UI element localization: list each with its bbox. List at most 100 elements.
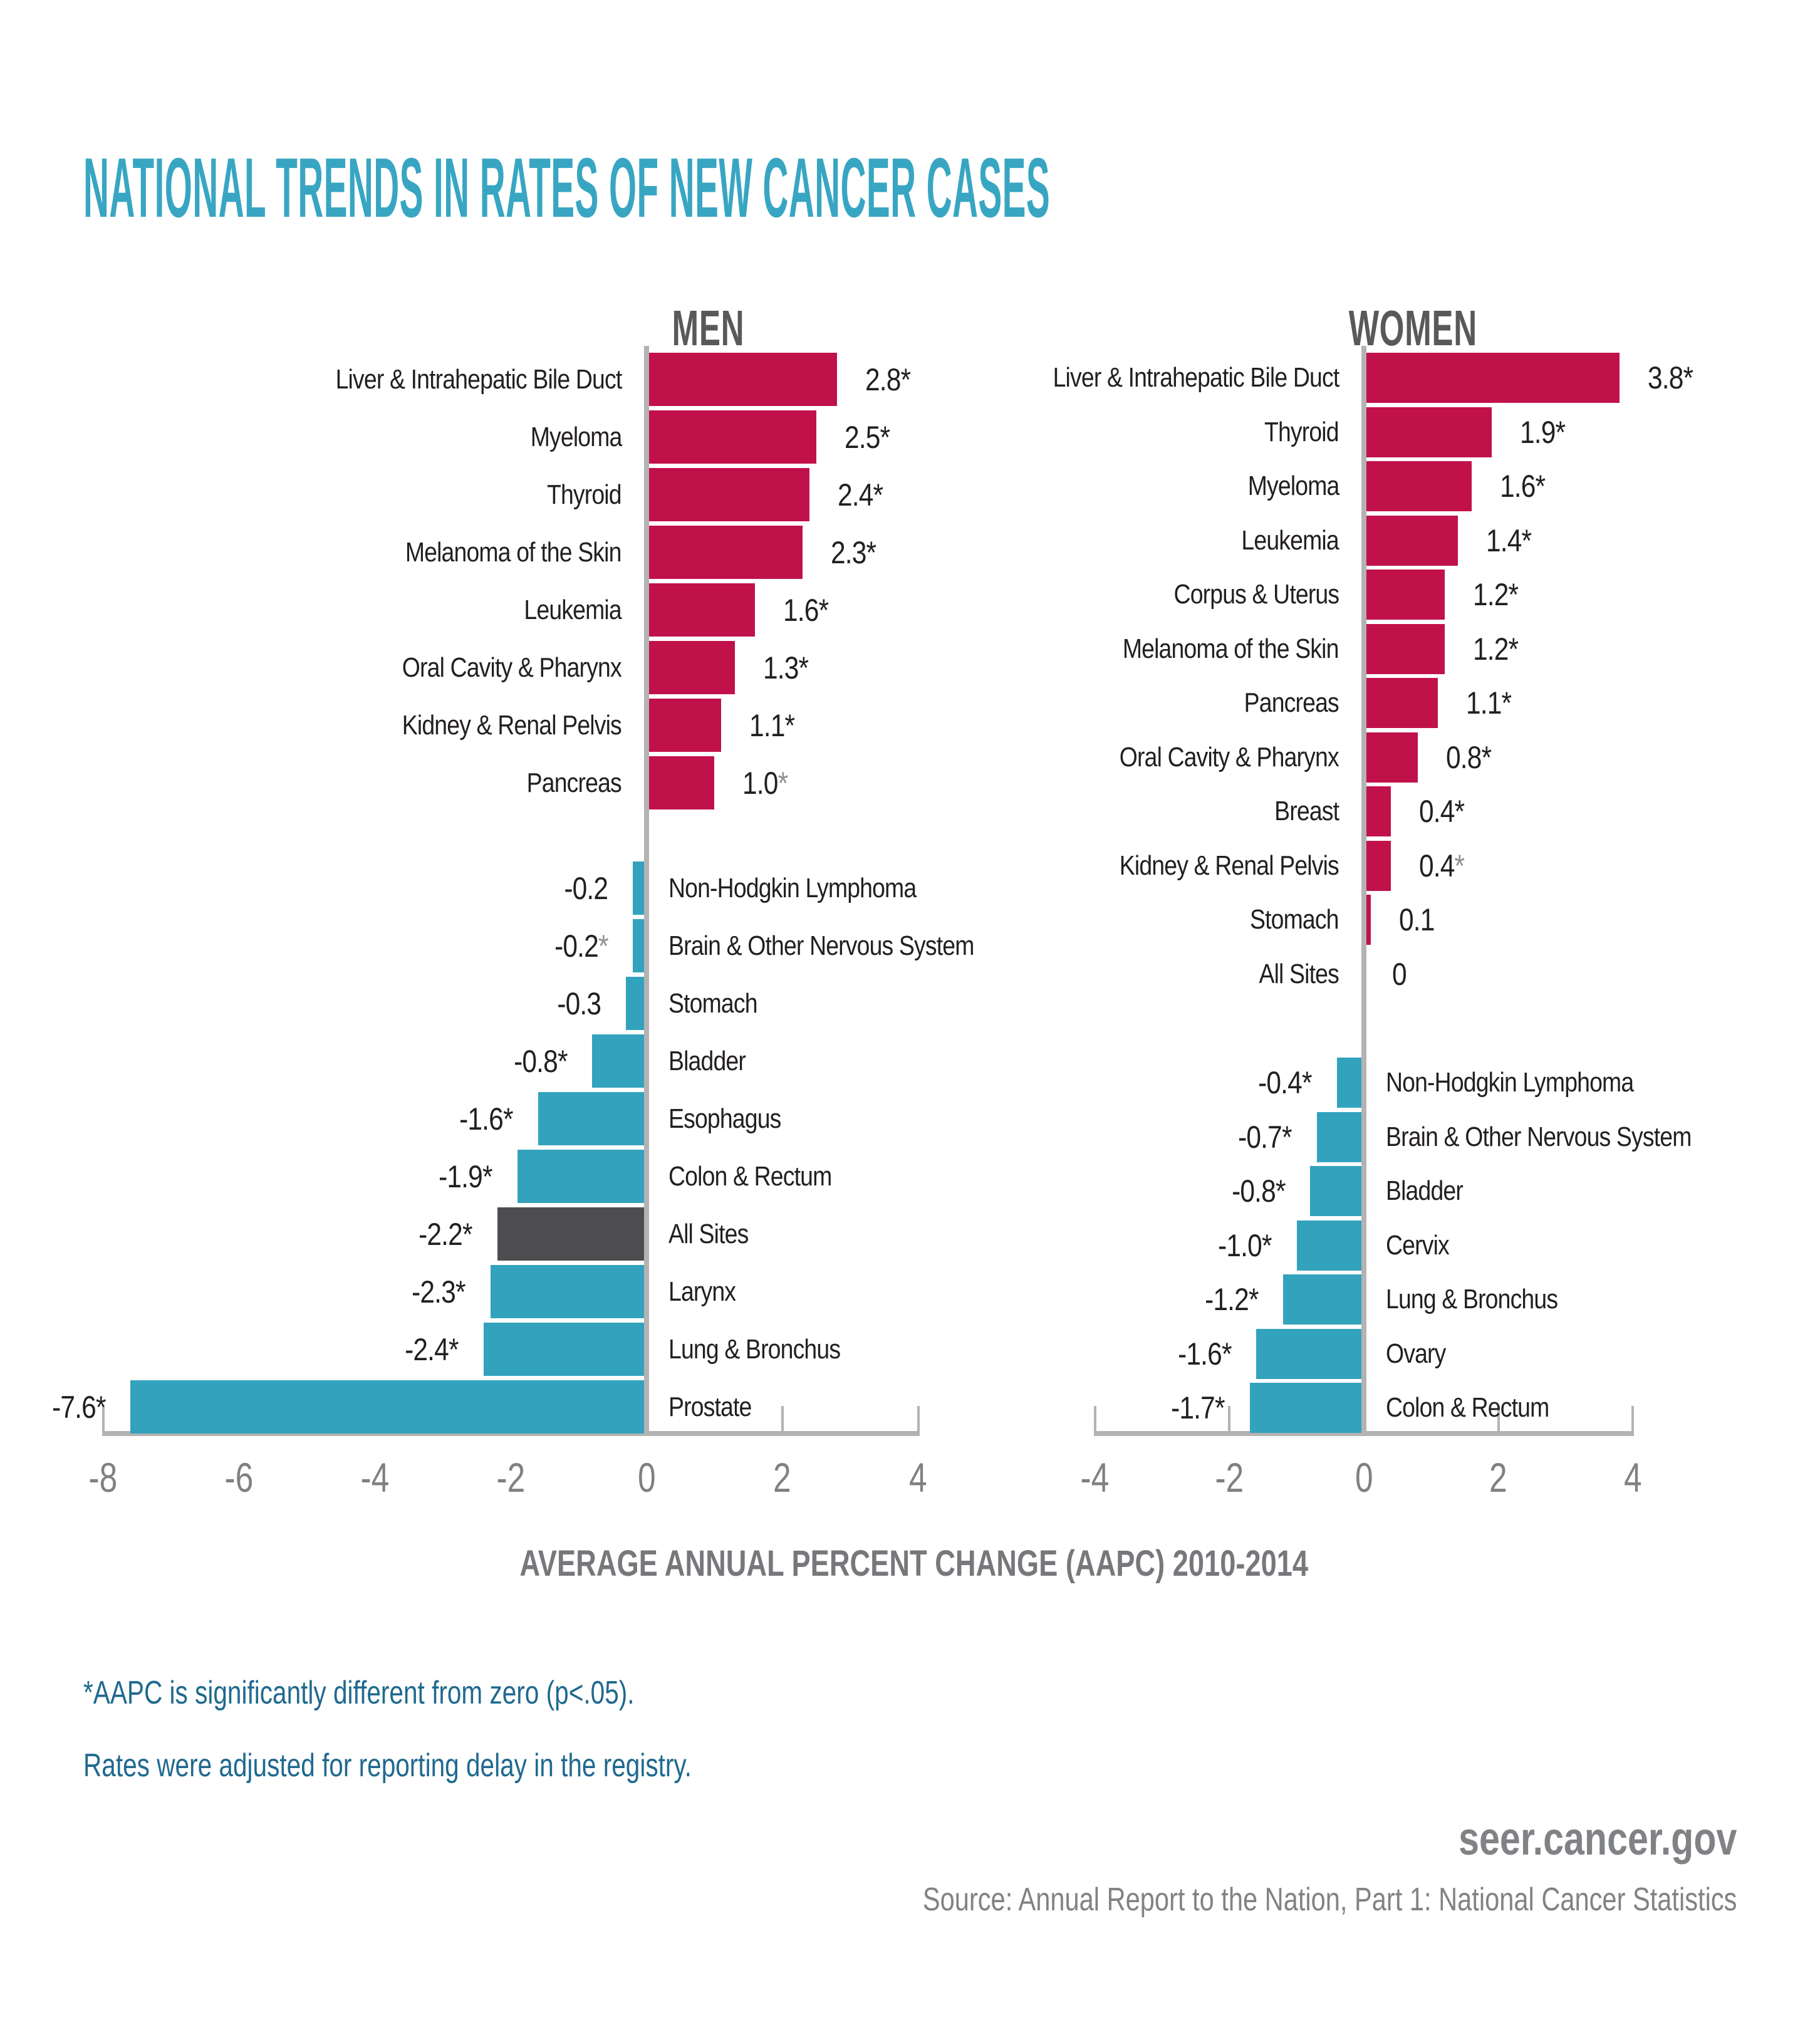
- x-axis-tick-label: 4: [1623, 1454, 1642, 1501]
- bar: [647, 699, 722, 752]
- bar-value-label: -1.6*: [459, 1101, 513, 1137]
- bar: [1283, 1274, 1364, 1325]
- bar-category-label: Corpus & Uterus: [1173, 579, 1339, 610]
- significance-star: *: [784, 707, 796, 743]
- bar-category-label: Liver & Intrahepatic Bile Duct: [1053, 362, 1339, 393]
- bar: [517, 1150, 647, 1203]
- significance-star: *: [1262, 1227, 1272, 1263]
- significance-star: *: [798, 650, 809, 685]
- bar-category-label: Lung & Bronchus: [1386, 1284, 1558, 1314]
- bar: [647, 583, 756, 637]
- muted-significance-star: *: [1454, 848, 1465, 883]
- bar: [1296, 1220, 1364, 1271]
- footer-source: Source: Annual Report to the Nation, Par…: [922, 1882, 1737, 1918]
- x-axis-tick: [1093, 1406, 1096, 1431]
- significance-star: *: [1275, 1174, 1286, 1209]
- x-axis-tick-label: 4: [909, 1454, 927, 1501]
- bar-value-label: -0.2*: [554, 928, 608, 964]
- significance-star: *: [1221, 1336, 1232, 1372]
- significance-star: *: [1508, 631, 1519, 667]
- bar: [633, 861, 647, 915]
- x-axis-tick-label: -6: [224, 1454, 254, 1501]
- bar-value-label: -0.4*: [1258, 1065, 1313, 1100]
- x-axis-tick-label: -2: [496, 1454, 526, 1501]
- significance-star: *: [1454, 794, 1465, 829]
- bar-category-label: All Sites: [1259, 958, 1339, 989]
- significance-star: *: [866, 534, 877, 570]
- bar-value-label: 1.6*: [1499, 469, 1546, 504]
- bar: [1337, 1058, 1364, 1108]
- bar-category-label: All Sites: [668, 1218, 749, 1249]
- bar-value-label: -2.2*: [418, 1216, 472, 1252]
- bar: [483, 1323, 647, 1376]
- bar: [1249, 1383, 1364, 1433]
- bar: [1364, 895, 1371, 945]
- bar-category-label: Cervix: [1386, 1229, 1450, 1261]
- bar: [1310, 1166, 1364, 1216]
- zero-axis-line: [1361, 346, 1366, 1436]
- bar: [490, 1265, 647, 1318]
- bar-category-label: Pancreas: [526, 767, 622, 798]
- bar-value-label: -1.9*: [439, 1158, 493, 1194]
- significance-star: *: [1282, 1119, 1292, 1155]
- bar: [1364, 515, 1459, 566]
- bar-category-label: Myeloma: [530, 421, 622, 452]
- footnote-adjustment: Rates were adjusted for reporting delay …: [83, 1747, 692, 1784]
- x-axis-tick-label: -4: [1080, 1454, 1110, 1501]
- bar-value-label: 1.2*: [1472, 577, 1519, 612]
- bar-value-label: -2.3*: [412, 1274, 466, 1309]
- bar-category-label: Thyroid: [1264, 416, 1339, 447]
- bar: [1364, 353, 1620, 403]
- significance-star: *: [1248, 1282, 1259, 1317]
- bar-category-label: Pancreas: [1244, 687, 1339, 718]
- bar-category-label: Breast: [1274, 796, 1339, 826]
- bar: [647, 353, 837, 406]
- significance-star: *: [455, 1274, 466, 1309]
- x-axis-tick-label: -8: [88, 1454, 118, 1501]
- bar-value-label: 1.4*: [1486, 523, 1532, 558]
- x-axis-tick-label: 2: [773, 1454, 792, 1501]
- x-axis-tick-label: 2: [1489, 1454, 1507, 1501]
- bar: [538, 1092, 647, 1145]
- bar-category-label: Melanoma of the Skin: [1123, 633, 1339, 664]
- bar: [1316, 1111, 1364, 1162]
- page-title: NATIONAL TRENDS IN RATES OF NEW CANCER C…: [83, 140, 1051, 235]
- bar-value-label: 1.0*: [742, 765, 788, 801]
- muted-significance-star: *: [777, 765, 789, 801]
- bar-value-label: 0.4*: [1418, 848, 1465, 883]
- bar-category-label: Kidney & Renal Pelvis: [1119, 850, 1339, 881]
- bar: [1364, 623, 1445, 674]
- bar-category-label: Esophagus: [668, 1103, 781, 1134]
- bar-category-label: Colon & Rectum: [668, 1160, 832, 1192]
- footnote-significance: *AAPC is significantly different from ze…: [83, 1675, 635, 1711]
- bar: [1364, 570, 1445, 620]
- bar: [1364, 407, 1492, 457]
- x-axis-caption: AVERAGE ANNUAL PERCENT CHANGE (AAPC) 201…: [408, 1543, 1386, 1585]
- footer-website: seer.cancer.gov: [1458, 1813, 1737, 1865]
- significance-star: *: [873, 477, 884, 513]
- bar-category-label: Melanoma of the Skin: [405, 536, 622, 568]
- bar-value-label: 1.6*: [783, 592, 829, 628]
- bar-value-label: 2.4*: [838, 477, 883, 513]
- bar-value-label: 2.8*: [865, 362, 911, 397]
- bar-category-label: Brain & Other Nervous System: [668, 930, 974, 961]
- x-axis-tick-label: -4: [360, 1454, 390, 1501]
- significance-star: *: [1214, 1390, 1225, 1425]
- bar-value-label: -0.7*: [1238, 1119, 1292, 1155]
- x-axis-tick: [1228, 1406, 1231, 1431]
- bar-category-label: Lung & Bronchus: [668, 1333, 841, 1365]
- bar-value-label: 0.4*: [1418, 794, 1465, 829]
- significance-star: *: [1501, 685, 1512, 721]
- bar-value-label: 1.2*: [1472, 631, 1519, 667]
- bar-value-label: 0: [1392, 956, 1407, 992]
- chart-header-men: MEN: [520, 299, 896, 357]
- chart-header-women: WOMEN: [1225, 299, 1601, 357]
- bar: [1364, 461, 1472, 511]
- bar: [626, 977, 647, 1030]
- bar-category-label: Colon & Rectum: [1386, 1392, 1549, 1423]
- chart-header-women-label: WOMEN: [1348, 300, 1477, 356]
- x-axis-tick: [1631, 1406, 1635, 1431]
- significance-star: *: [1481, 739, 1492, 775]
- significance-star: *: [1555, 414, 1566, 450]
